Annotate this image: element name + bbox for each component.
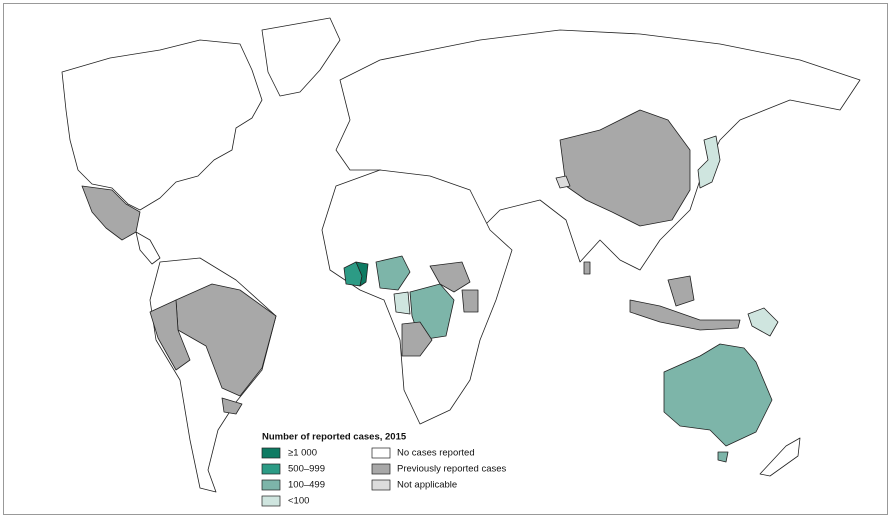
papua-new-guinea	[747, 307, 779, 337]
legend-label: Previously reported cases	[397, 464, 507, 475]
legend-label: <100	[288, 496, 309, 507]
legend-swatch	[261, 463, 281, 475]
sri-lanka	[583, 261, 591, 275]
borneo	[667, 275, 695, 307]
nigeria	[375, 255, 411, 291]
regions	[61, 17, 861, 493]
legend-title: Number of reported cases, 2015	[262, 432, 407, 443]
legend-swatch	[261, 447, 281, 459]
paraguay	[221, 397, 243, 415]
legend-label: 100–499	[288, 480, 325, 491]
australia	[663, 343, 773, 447]
brazil	[175, 283, 277, 397]
legend-swatch	[371, 463, 391, 475]
cote-divoire	[355, 261, 369, 287]
new-zealand	[759, 437, 801, 477]
legend-swatch	[371, 479, 391, 491]
kashmir	[555, 175, 571, 189]
legend-label: Not applicable	[397, 480, 457, 491]
tasmania	[717, 451, 729, 463]
legend-swatch	[261, 495, 281, 507]
legend-swatch	[261, 479, 281, 491]
indonesia	[629, 299, 741, 331]
gabon	[393, 291, 411, 315]
legend-label: 500–999	[288, 464, 325, 475]
japan	[697, 135, 721, 189]
central-america	[135, 231, 161, 265]
legend-label: ≥1 000	[288, 448, 317, 459]
legend-swatch	[371, 447, 391, 459]
peru	[149, 299, 191, 371]
legend: Number of reported cases, 2015 ≥1 000 500…	[261, 432, 507, 507]
greenland	[261, 17, 341, 97]
angola	[401, 321, 433, 357]
sudan-area	[429, 261, 471, 293]
china	[559, 109, 691, 227]
legend-label: No cases reported	[397, 448, 475, 459]
north-america	[61, 39, 263, 211]
uganda-area	[461, 289, 479, 313]
